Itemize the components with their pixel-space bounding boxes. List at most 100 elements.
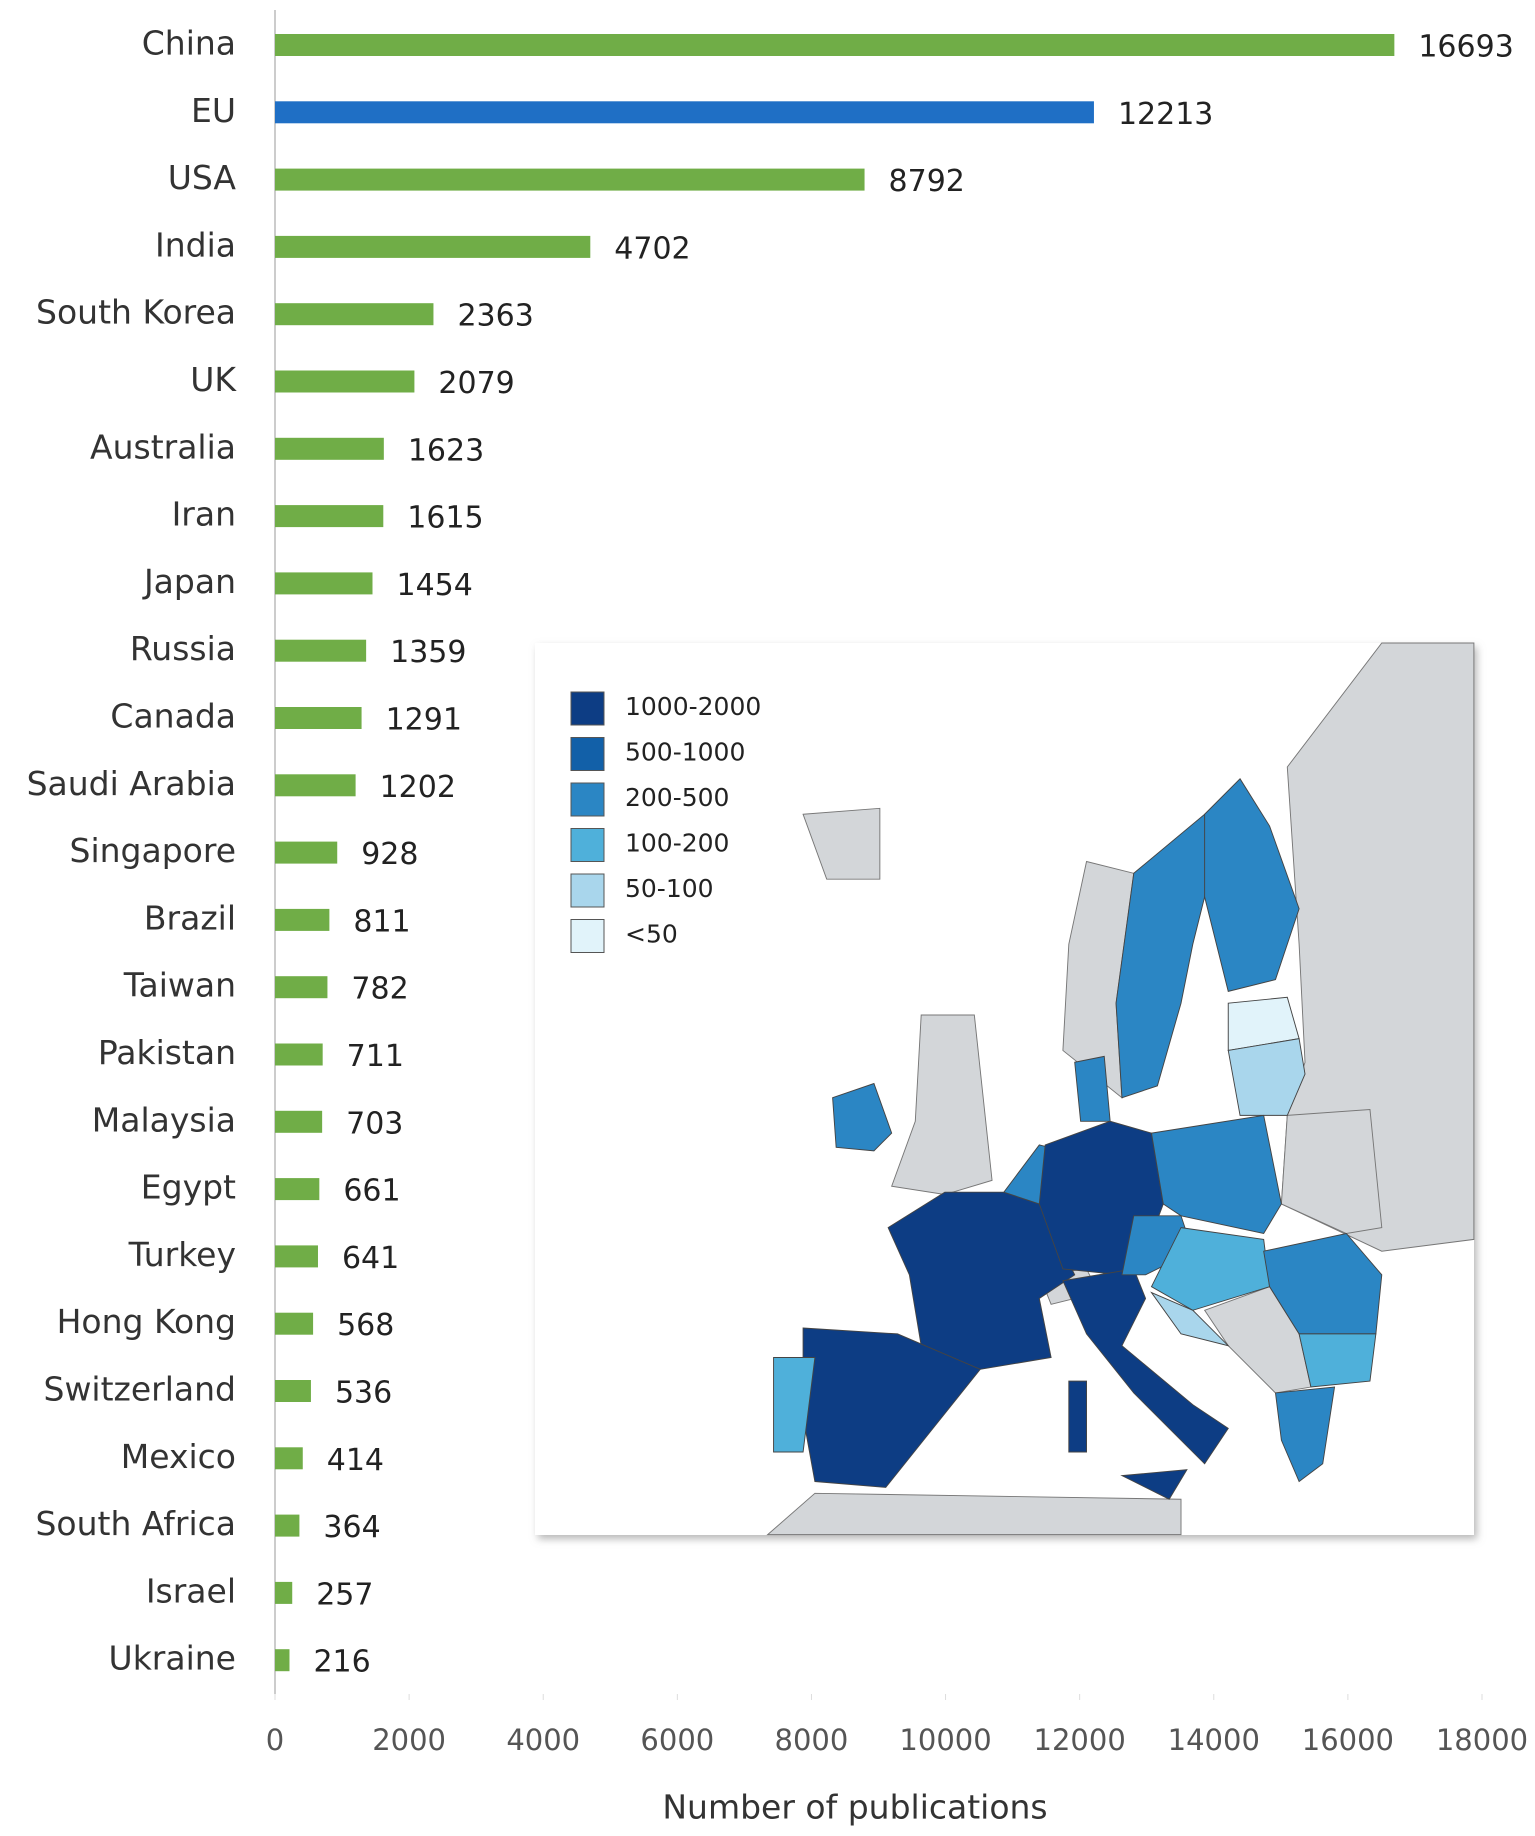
data-label: 2363 [457,299,533,334]
y-tick-label: Taiwan [123,966,236,1005]
legend-label: 200-500 [625,783,729,812]
y-tick-label: Mexico [121,1437,236,1476]
data-label: 216 [313,1645,370,1680]
x-tick-label: 10000 [899,1723,991,1757]
y-tick-label: USA [168,158,237,197]
data-label: 928 [361,837,418,872]
bar [275,1447,303,1470]
x-tick-label: 0 [266,1723,284,1757]
x-tick-label: 16000 [1302,1723,1394,1757]
bar [275,908,330,931]
data-label: 1615 [407,501,483,536]
data-label: 1623 [408,433,484,468]
y-tick-label: Turkey [128,1235,236,1274]
x-tick-label: 12000 [1034,1723,1126,1757]
x-tick-label: 8000 [775,1723,849,1757]
data-label: 782 [351,972,408,1007]
bar [275,1312,314,1335]
bar [275,1514,300,1537]
y-tick-label: Singapore [70,831,236,870]
y-tick-label: India [155,225,236,264]
data-label: 1359 [390,635,466,670]
bar [275,235,591,258]
data-label: 4702 [614,231,690,266]
bar [275,168,865,191]
data-label: 1202 [380,770,456,805]
legend-swatch [570,873,605,908]
y-tick-label: Saudi Arabia [27,764,236,803]
legend-swatch [570,782,605,817]
y-tick-label: EU [191,91,236,130]
bar [275,437,384,460]
data-label: 811 [353,904,410,939]
bar [275,1178,320,1201]
y-tick-label: Russia [130,629,236,668]
y-tick-label: Iran [172,495,236,534]
y-tick-label: Hong Kong [57,1302,236,1341]
data-label: 536 [335,1376,392,1411]
bar [275,707,362,729]
bar [275,572,373,595]
legend-label: <50 [625,920,678,949]
data-label: 2079 [438,366,514,401]
bar [275,303,434,326]
legend-swatch [570,919,605,953]
europe-map [766,642,1475,1536]
bar [275,101,1094,124]
y-tick-label: Pakistan [98,1033,236,1072]
data-label: 711 [347,1039,404,1074]
y-tick-label: Malaysia [92,1100,236,1139]
data-label: 8792 [889,164,965,199]
y-tick-label: Ukraine [109,1639,236,1678]
x-tick-label: 14000 [1168,1723,1260,1757]
bar [275,34,1395,56]
data-label: 1291 [386,703,462,738]
bar [275,841,338,864]
x-tick-label: 2000 [372,1723,446,1757]
data-label: 641 [342,1241,399,1276]
legend-swatch [570,828,605,862]
y-tick-label: Israel [146,1571,236,1610]
data-label: 12213 [1118,97,1213,132]
y-tick-label: UK [190,360,237,399]
legend-label: 100-200 [625,829,729,858]
data-label: 414 [327,1443,384,1478]
x-axis-title: Number of publications [662,1788,1047,1827]
y-tick-label: South Africa [35,1504,236,1543]
y-tick-label: Egypt [141,1168,236,1207]
y-tick-label: Brazil [144,898,236,937]
bar [275,1581,293,1604]
legend-swatch [570,691,605,726]
x-tick-label: 6000 [640,1723,714,1757]
legend-label: 500-1000 [625,738,745,767]
data-label: 661 [343,1174,400,1209]
bar [275,774,356,797]
map-inset: 1000-2000 500-1000 200-500 100-200 50-100 <50 [535,642,1475,1536]
bar [275,1649,290,1672]
data-label: 703 [346,1106,403,1141]
data-label: 568 [337,1308,394,1343]
bar [275,370,415,393]
y-tick-label: Australia [90,427,236,466]
y-tick-label: Canada [110,697,236,736]
bar [275,1110,323,1133]
legend-label: 1000-2000 [625,692,761,721]
bar [275,1245,318,1268]
x-tick-label: 4000 [506,1723,580,1757]
y-tick-label: South Korea [36,293,236,332]
y-tick-label: Japan [142,562,236,601]
data-label: 1454 [396,568,472,603]
bar [275,1380,311,1402]
x-tick-label: 18000 [1436,1723,1528,1757]
data-label: 257 [316,1577,373,1612]
bar [275,505,384,528]
legend-label: 50-100 [625,874,714,903]
data-label: 16693 [1418,30,1513,65]
legend-swatch [570,737,605,771]
y-tick-label: China [142,24,236,63]
bar [275,1043,323,1066]
data-label: 364 [323,1510,380,1545]
bar [275,976,328,999]
y-tick-label: Switzerland [44,1370,237,1409]
